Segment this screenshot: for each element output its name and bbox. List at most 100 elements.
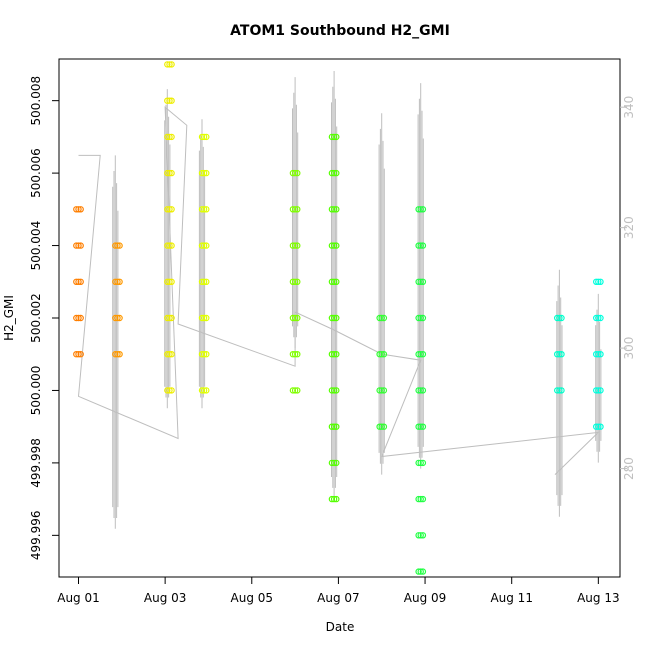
data-point [289, 278, 297, 285]
x-tick-label: Aug 01 [57, 591, 100, 605]
data-point [166, 387, 173, 394]
data-point [328, 495, 336, 503]
right-tick-label: 340 [622, 96, 636, 119]
data-point [417, 459, 424, 467]
data-point [328, 351, 336, 358]
data-point [168, 169, 175, 177]
data-point [330, 278, 338, 285]
data-point [419, 314, 427, 322]
data-point [198, 314, 206, 322]
data-point [294, 206, 301, 213]
data-point [333, 423, 340, 430]
data-point [417, 532, 424, 539]
data-point [294, 387, 301, 394]
data-point [417, 206, 424, 213]
data-point [415, 278, 422, 285]
data-point [77, 242, 84, 249]
data-point [419, 206, 427, 213]
data-point [376, 351, 383, 358]
data-point [556, 351, 563, 358]
right-tick-label: 320 [622, 216, 636, 239]
data-point [289, 351, 297, 358]
data-point [114, 242, 121, 249]
data-point [419, 459, 427, 467]
data-point [164, 133, 171, 141]
data-point [554, 387, 561, 394]
data-point [73, 314, 80, 322]
data-point [114, 278, 121, 285]
data-point [294, 314, 301, 322]
data-point [330, 387, 338, 394]
data-point [330, 206, 338, 213]
data-point [166, 278, 173, 285]
data-point [417, 568, 424, 575]
data-point [203, 278, 210, 285]
data-point [415, 532, 422, 539]
data-point [417, 242, 424, 249]
data-point [291, 278, 299, 285]
data-point [328, 169, 336, 177]
data-point [291, 169, 299, 177]
data-point [593, 423, 600, 430]
data-point [200, 169, 208, 177]
data-point [200, 387, 208, 394]
data-point [168, 387, 175, 394]
data-point [291, 242, 299, 249]
data-point [164, 278, 171, 285]
x-tick-label: Aug 07 [317, 591, 360, 605]
data-point [415, 387, 422, 394]
data-point [330, 169, 338, 177]
data-point [116, 278, 123, 285]
data-point [333, 242, 340, 249]
data-point [198, 242, 206, 249]
data-point [289, 169, 297, 177]
data-point [198, 351, 206, 358]
data-point [593, 351, 600, 358]
data-point [200, 206, 208, 213]
data-point [378, 423, 385, 430]
data-point [198, 387, 206, 394]
data-point [415, 314, 422, 322]
x-tick-label: Aug 13 [577, 591, 620, 605]
data-point [328, 242, 336, 249]
data-point [417, 387, 424, 394]
data-point [73, 206, 80, 213]
data-point [333, 169, 340, 177]
data-point [168, 242, 175, 249]
y-tick-label: 500.002 [29, 293, 43, 343]
x-tick-label: Aug 05 [231, 591, 274, 605]
data-point [294, 278, 301, 285]
data-point [77, 206, 84, 213]
data-point [168, 351, 175, 358]
data-point [203, 387, 210, 394]
data-point [378, 387, 385, 394]
data-point [164, 387, 171, 394]
data-point [593, 278, 600, 285]
data-point [289, 242, 297, 249]
data-point [376, 314, 383, 322]
y-tick-label: 500.008 [29, 76, 43, 126]
data-point [75, 278, 82, 285]
data-point [330, 242, 338, 249]
data-point [168, 314, 175, 322]
data-point [198, 133, 206, 141]
data-point [291, 351, 299, 358]
data-point [417, 314, 424, 322]
data-point [289, 387, 297, 394]
data-point [164, 206, 171, 213]
data-point [114, 314, 121, 322]
data-point [330, 495, 338, 503]
data-point [328, 133, 336, 141]
data-point [294, 351, 301, 358]
data-point [164, 314, 171, 322]
data-point [200, 314, 208, 322]
data-point [593, 314, 600, 322]
data-point [289, 206, 297, 213]
data-point [380, 387, 388, 394]
data-point [558, 314, 565, 322]
data-point [114, 351, 121, 358]
data-point [333, 351, 340, 358]
data-point [417, 495, 424, 503]
data-point [73, 278, 80, 285]
y-axis-label: H2_GMI [2, 295, 16, 341]
